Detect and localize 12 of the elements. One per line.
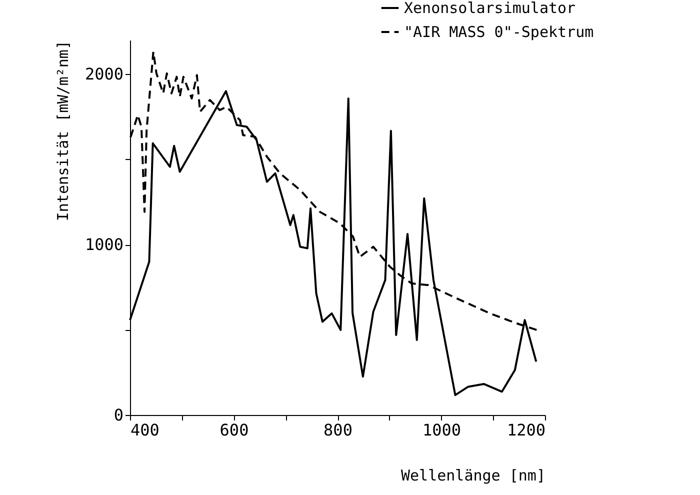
x-tick-label: 1200: [506, 420, 546, 440]
x-axis-title: Wellenlänge [nm]: [401, 466, 546, 484]
legend-label: "AIR MASS 0"-Spektrum: [404, 23, 594, 41]
y-tick-label: 1000: [84, 235, 124, 254]
x-tick-label: 400: [130, 420, 160, 440]
x-tick-label: 1000: [422, 420, 462, 440]
x-tick-label: 800: [324, 420, 352, 440]
y-axis-title: Intensität [mW/m²nm]: [54, 40, 72, 222]
x-tick-label: 600: [220, 420, 249, 440]
legend-label: Xenonsolarsimulator: [404, 0, 576, 17]
y-tick-label: 0: [114, 406, 124, 424]
y-tick-label: 2000: [84, 64, 124, 84]
